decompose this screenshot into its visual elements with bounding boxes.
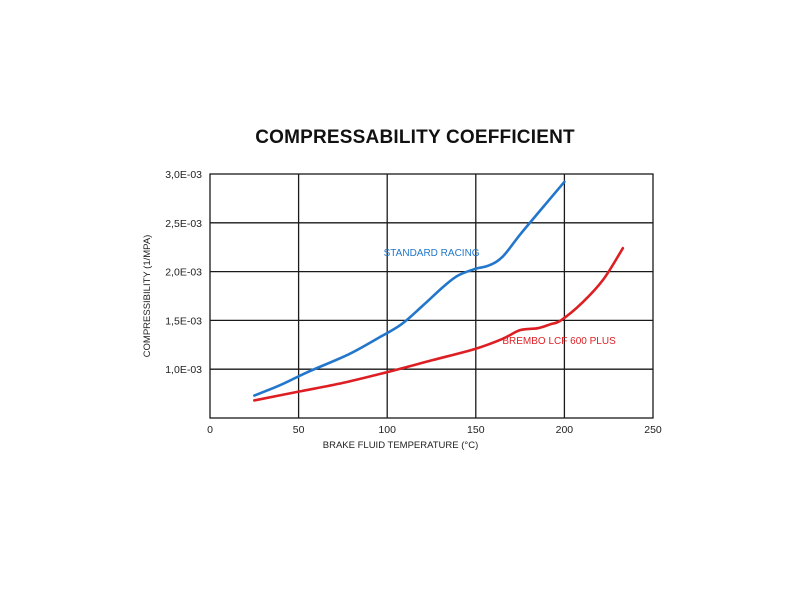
series-line-brembo-lcf-600-plus: [253, 246, 625, 402]
series-line-standard-racing: [253, 180, 566, 397]
x-axis-title: BRAKE FLUID TEMPERATURE (°C): [323, 440, 478, 451]
series-label-standard-racing: STANDARD RACING: [384, 248, 480, 259]
plot-area: [209, 173, 654, 419]
y-tick-label: 2,5E-03: [165, 218, 202, 230]
x-tick-label: 100: [378, 424, 396, 436]
y-tick-label: 3,0E-03: [165, 169, 202, 181]
grid: [210, 174, 653, 418]
x-tick-label: 50: [293, 424, 305, 436]
x-tick-label: 0: [207, 424, 213, 436]
x-tick-label: 150: [467, 424, 485, 436]
series: STANDARD RACING BREMBO LCF 600 PLUS: [253, 180, 625, 402]
y-tick-label: 1,0E-03: [165, 364, 202, 376]
series-label-brembo-lcf-600-plus: BREMBO LCF 600 PLUS: [502, 336, 616, 347]
x-tick-label: 250: [644, 424, 662, 436]
x-tick-label: 200: [556, 424, 574, 436]
axes: 0 50 100 150 200 250 1,0E-03 1,5E-03 2,0E-03 2,5E…: [165, 169, 662, 436]
y-tick-label: 2,0E-03: [165, 267, 202, 279]
chart-title: COMPRESSABILITY COEFFICIENT: [255, 127, 575, 148]
y-tick-label: 1,5E-03: [165, 315, 202, 327]
y-axis-title: COMPRESSIBILITY (1/MPA): [142, 235, 153, 358]
